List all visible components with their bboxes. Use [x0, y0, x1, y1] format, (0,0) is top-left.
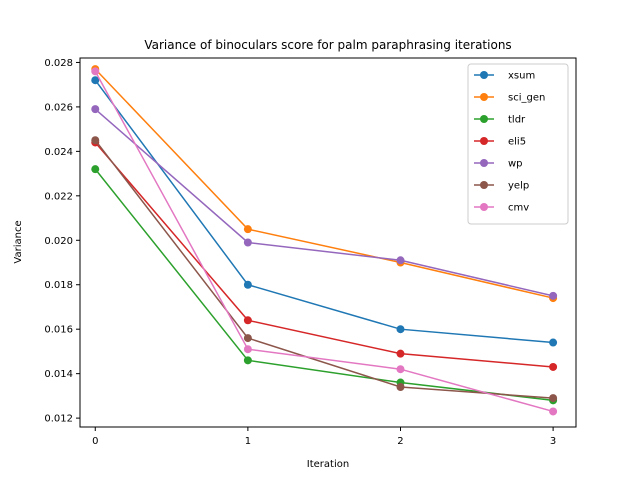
series-line-eli5: [94, 141, 554, 368]
legend-item-cmv: cmv: [474, 203, 529, 214]
legend-item-tldr: tldr: [474, 115, 526, 126]
x-tick-label: 2: [397, 436, 403, 447]
legend-label: tldr: [508, 115, 526, 126]
legend-swatch-marker: [480, 137, 488, 145]
y-tick-label: 0.012: [44, 414, 73, 425]
data-point-cmv: [243, 345, 252, 354]
data-point-xsum: [243, 280, 252, 289]
data-point-tldr: [91, 165, 100, 174]
series-line-xsum: [94, 79, 554, 344]
data-point-cmv: [549, 407, 558, 416]
y-tick-label: 0.018: [44, 280, 73, 291]
data-point-cmv: [396, 365, 405, 374]
data-point-yelp: [549, 394, 558, 403]
series-line-sci_gen: [94, 68, 554, 299]
legend-label: sci_gen: [508, 93, 545, 104]
data-point-cmv: [91, 67, 100, 76]
x-tick-label: 0: [92, 436, 98, 447]
data-point-xsum: [91, 76, 100, 85]
legend-item-yelp: yelp: [474, 181, 529, 192]
x-tick-label: 3: [550, 436, 556, 447]
series-line-yelp: [94, 139, 554, 399]
data-point-eli5: [549, 362, 558, 371]
data-point-wp: [396, 256, 405, 265]
series-group: [91, 65, 558, 416]
x-axis-label: Iteration: [307, 459, 349, 470]
legend-item-xsum: xsum: [474, 71, 535, 82]
data-point-yelp: [91, 136, 100, 145]
legend-frame: [467, 63, 569, 225]
y-tick-label: 0.016: [44, 325, 73, 336]
y-tick-label: 0.020: [44, 236, 73, 247]
series-xsum: [91, 76, 558, 347]
legend-label: xsum: [508, 71, 535, 82]
data-point-eli5: [396, 349, 405, 358]
legend-item-wp: wp: [474, 159, 523, 170]
legend-swatch-marker: [480, 203, 488, 211]
series-line-tldr: [94, 168, 554, 402]
series-tldr: [91, 165, 558, 405]
data-point-xsum: [549, 338, 558, 347]
legend-label: cmv: [508, 203, 529, 214]
series-cmv: [91, 67, 558, 416]
x-axis: 0 1 2 3: [92, 427, 556, 447]
y-axis: 0.012 0.014 0.016 0.018 0.020 0.022 0.024 0.026…: [44, 58, 80, 425]
y-tick-label: 0.014: [44, 369, 73, 380]
data-point-yelp: [243, 334, 252, 343]
data-point-tldr: [243, 356, 252, 365]
legend-swatch-marker: [480, 181, 488, 189]
legend-swatch-marker: [480, 115, 488, 123]
data-point-wp: [91, 105, 100, 114]
legend-swatch-marker: [480, 159, 488, 167]
series-yelp: [91, 136, 558, 403]
y-tick-label: 0.026: [44, 102, 73, 113]
y-tick-label: 0.028: [44, 58, 73, 69]
x-tick-label: 1: [245, 436, 251, 447]
data-point-eli5: [243, 316, 252, 325]
legend-swatch-marker: [480, 71, 488, 79]
y-axis-label: Variance: [13, 220, 24, 263]
plot-area-frame: [79, 57, 577, 428]
data-point-sci_gen: [243, 225, 252, 234]
chart-title: Variance of binoculars score for palm pa…: [144, 38, 511, 52]
legend-swatch-marker: [480, 93, 488, 101]
y-tick-label: 0.022: [44, 191, 73, 202]
y-tick-label: 0.024: [44, 147, 73, 158]
legend-label: wp: [508, 159, 523, 170]
data-point-yelp: [396, 382, 405, 391]
legend-label: eli5: [508, 137, 526, 148]
series-wp: [91, 105, 558, 300]
legend-item-eli5: eli5: [474, 137, 526, 148]
data-point-wp: [243, 238, 252, 247]
data-point-wp: [549, 291, 558, 300]
data-point-xsum: [396, 325, 405, 334]
legend-label: yelp: [508, 181, 529, 192]
series-line-wp: [94, 108, 554, 297]
series-line-cmv: [94, 70, 554, 413]
legend-item-sci_gen: sci_gen: [474, 93, 545, 104]
